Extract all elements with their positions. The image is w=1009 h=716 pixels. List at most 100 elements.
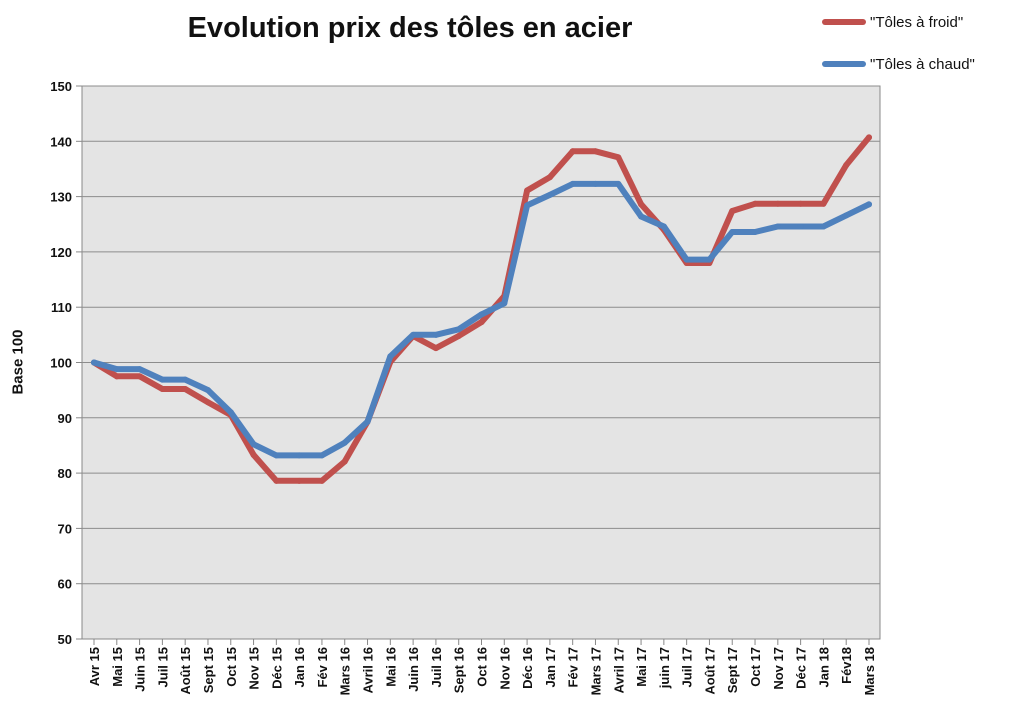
x-tick-label: Nov 15 [247,647,262,690]
y-tick-label: 150 [50,79,72,94]
data-point [136,366,143,373]
y-tick-label: 70 [58,521,72,536]
data-point [774,200,781,207]
x-tick-label: Avril 16 [361,647,376,694]
x-tick-label: Juil 17 [680,647,695,687]
legend-item-toles-a-froid: "Tôles à froid" [822,12,963,32]
x-tick-label: Fév 17 [566,647,581,687]
x-tick-label: Sept 17 [725,647,740,693]
data-point [410,331,417,338]
y-tick-label: 120 [50,245,72,260]
data-point [797,223,804,230]
data-point [318,452,325,459]
data-point [364,418,371,425]
y-tick-label: 90 [58,411,72,426]
data-point [113,366,120,373]
x-tick-label: Mai 16 [383,647,398,687]
y-tick-label: 110 [51,300,72,315]
data-point [204,387,211,394]
data-point [706,256,713,263]
x-tick-label: Avril 17 [611,647,626,694]
data-point [455,332,462,339]
data-point [524,187,531,194]
x-tick-label: Mars 16 [338,647,353,695]
data-point [797,200,804,207]
data-point [524,202,531,209]
data-point [843,212,850,219]
x-tick-label: Sept 15 [201,647,216,693]
data-point [615,180,622,187]
data-point [341,458,348,465]
data-point [136,373,143,380]
data-point [729,228,736,235]
x-tick-label: juin 17 [657,647,672,689]
data-point [866,201,872,208]
x-tick-label: Sept 16 [452,647,467,693]
x-tick-label: Déc 15 [269,647,284,689]
x-tick-label: Jan 16 [292,647,307,687]
legend-label-toles-a-froid: "Tôles à froid" [870,13,964,31]
data-point [866,134,872,141]
data-point [182,376,189,383]
x-tick-label: Juil 16 [429,647,444,687]
data-point [820,200,827,207]
data-point [820,223,827,230]
data-point [660,223,667,230]
x-tick-label: Fév 16 [315,647,330,687]
legend-item-toles-a-chaud: "Tôles à chaud" [822,54,975,74]
data-point [478,311,485,318]
legend-label-toles-a-chaud: "Tôles à chaud" [870,55,975,73]
data-point [250,441,257,448]
data-point [318,477,325,484]
data-point [227,409,234,416]
data-point [843,162,850,169]
y-tick-label: 140 [50,134,72,149]
x-tick-label: Oct 15 [224,647,239,687]
x-tick-label: Août 15 [178,647,193,695]
x-tick-label: Jan 18 [816,647,831,687]
data-point [729,207,736,214]
x-tick-label: Fév18 [839,647,854,684]
legend-swatch-toles-a-chaud [822,61,866,67]
y-tick-label: 130 [50,190,72,205]
data-point [683,256,690,263]
x-tick-label: Oct 16 [475,647,490,687]
data-point [455,326,462,333]
y-tick-label: 50 [58,632,72,647]
x-tick-label: Juin 16 [406,647,421,692]
data-point [432,331,439,338]
x-tick-label: Juil 15 [155,647,170,687]
data-point [638,201,645,208]
data-point [546,191,553,198]
x-tick-label: Juin 15 [133,647,148,692]
x-tick-label: Oct 17 [748,647,763,687]
x-tick-label: Nov 16 [497,647,512,690]
data-point [546,174,553,181]
data-point [432,345,439,352]
data-point [296,452,303,459]
data-point [501,300,508,307]
data-point [341,439,348,446]
data-point [478,319,485,326]
x-tick-label: Mars 18 [862,647,877,695]
data-point [91,359,97,366]
data-point [159,386,166,393]
y-tick-label: 80 [58,466,72,481]
x-tick-label: Jan 17 [543,647,558,687]
y-tick-label: 60 [58,577,72,592]
data-point [250,451,257,458]
data-point [592,148,599,155]
data-point [638,213,645,220]
data-point [774,223,781,230]
x-tick-label: Déc 16 [520,647,535,689]
x-tick-label: Mai 15 [110,647,125,687]
y-tick-label: 100 [50,356,72,371]
data-point [182,386,189,393]
chart-title: Evolution prix des tôles en acier [187,12,633,44]
data-point [159,376,166,383]
data-point [592,180,599,187]
data-point [273,477,280,484]
data-point [204,399,211,406]
x-tick-label: Nov 17 [771,647,786,690]
